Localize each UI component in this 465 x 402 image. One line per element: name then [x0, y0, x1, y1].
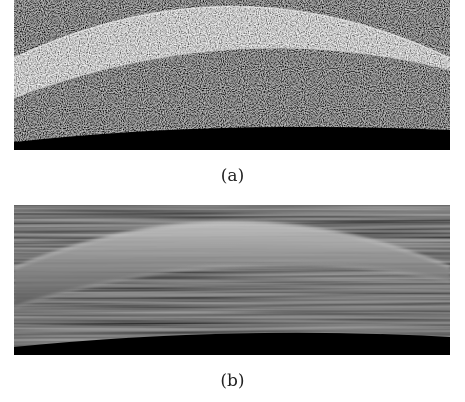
panel-a-image	[14, 0, 450, 150]
caption-a: (a)	[220, 166, 245, 186]
anterior-surface	[14, 221, 450, 269]
dark-bottom-region	[14, 126, 450, 150]
posterior-surface	[14, 263, 450, 308]
dark-bottom-region	[14, 332, 450, 355]
caption-b: (b)	[220, 371, 245, 391]
oct-image-denoised	[14, 205, 450, 355]
oct-image-noisy	[14, 0, 450, 150]
posterior-surface	[14, 47, 450, 99]
anterior-surface	[14, 5, 450, 59]
panel-b-image	[14, 205, 450, 355]
cornea-layer	[14, 222, 450, 307]
